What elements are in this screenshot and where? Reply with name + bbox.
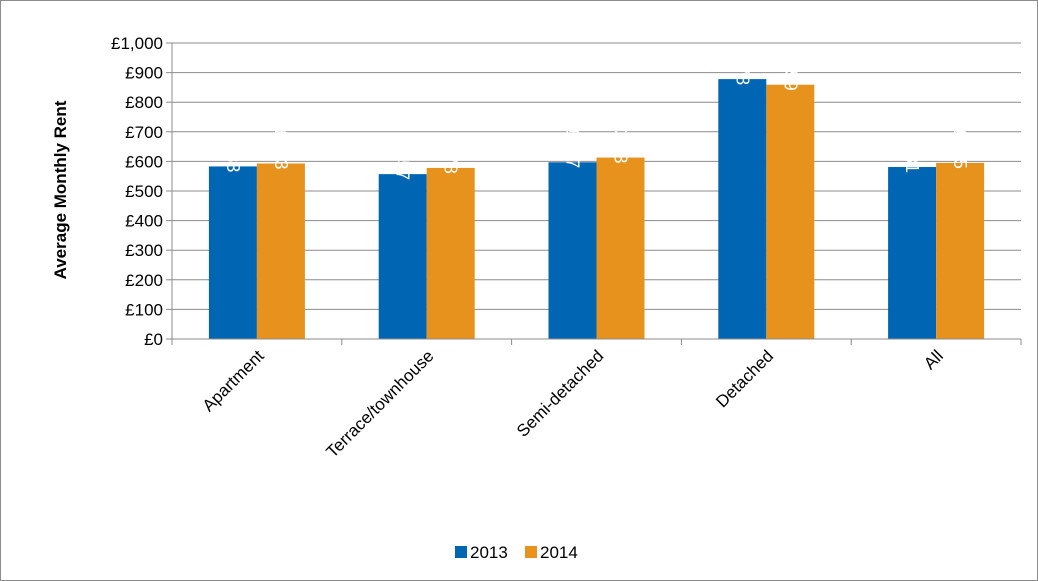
- bar-2013-1: [378, 174, 427, 339]
- x-tick-label: Terrace/townhouse: [323, 346, 438, 461]
- bar-2014-2: [596, 157, 645, 339]
- data-label: £859: [780, 51, 800, 91]
- bar-2014-0: [256, 163, 305, 339]
- legend-label-2014: 2014: [540, 543, 578, 562]
- y-tick-labels: £0 £100 £200 £300 £400 £500 £600 £700 £800 £900 £1…: [111, 34, 163, 349]
- x-tick-label: Detached: [712, 346, 777, 411]
- data-label: £581: [902, 133, 922, 173]
- data-label: £593: [271, 129, 291, 169]
- data-label: £583: [223, 132, 243, 172]
- y-tick-label: £400: [125, 212, 163, 231]
- y-tick-label: £300: [125, 241, 163, 260]
- data-label: £578: [441, 134, 461, 174]
- bars: £583 £593 £557 £578 £597 £613 £878 £859 £581 £595: [208, 45, 985, 340]
- y-tick-label: £900: [125, 64, 163, 83]
- legend-label-2013: 2013: [470, 543, 508, 562]
- axes: [171, 43, 1022, 345]
- y-tick-label: £1,000: [111, 34, 163, 53]
- bar-2013-0: [208, 166, 257, 339]
- data-label: £597: [563, 128, 583, 168]
- y-tick-label: £0: [144, 330, 163, 349]
- legend-swatch-2014: [525, 546, 537, 558]
- x-tick-label: Apartment: [199, 346, 268, 415]
- y-tick-label: £500: [125, 182, 163, 201]
- x-tick-label: All: [920, 346, 947, 373]
- data-label: £595: [950, 129, 970, 169]
- data-label: £613: [611, 124, 631, 164]
- legend: 2013 2014: [455, 543, 578, 562]
- y-tick-label: £700: [125, 123, 163, 142]
- bar-2013-4: [888, 167, 937, 339]
- y-tick-label: £800: [125, 93, 163, 112]
- bar-2013-2: [548, 162, 597, 339]
- bar-2013-3: [718, 79, 767, 339]
- legend-swatch-2013: [455, 546, 467, 558]
- y-axis-title: Average Monthly Rent: [51, 100, 70, 279]
- data-label: £878: [732, 45, 752, 85]
- bar-2014-4: [936, 162, 985, 339]
- y-tick-label: £600: [125, 152, 163, 171]
- x-tick-label: Semi-detached: [513, 346, 607, 440]
- data-label: £557: [393, 140, 413, 180]
- bar-2014-1: [426, 167, 475, 339]
- y-tick-label: £100: [125, 300, 163, 319]
- bar-2014-3: [766, 84, 815, 340]
- x-tick-labels: Apartment Terrace/townhouse Semi-detached D…: [199, 346, 947, 461]
- y-tick-label: £200: [125, 271, 163, 290]
